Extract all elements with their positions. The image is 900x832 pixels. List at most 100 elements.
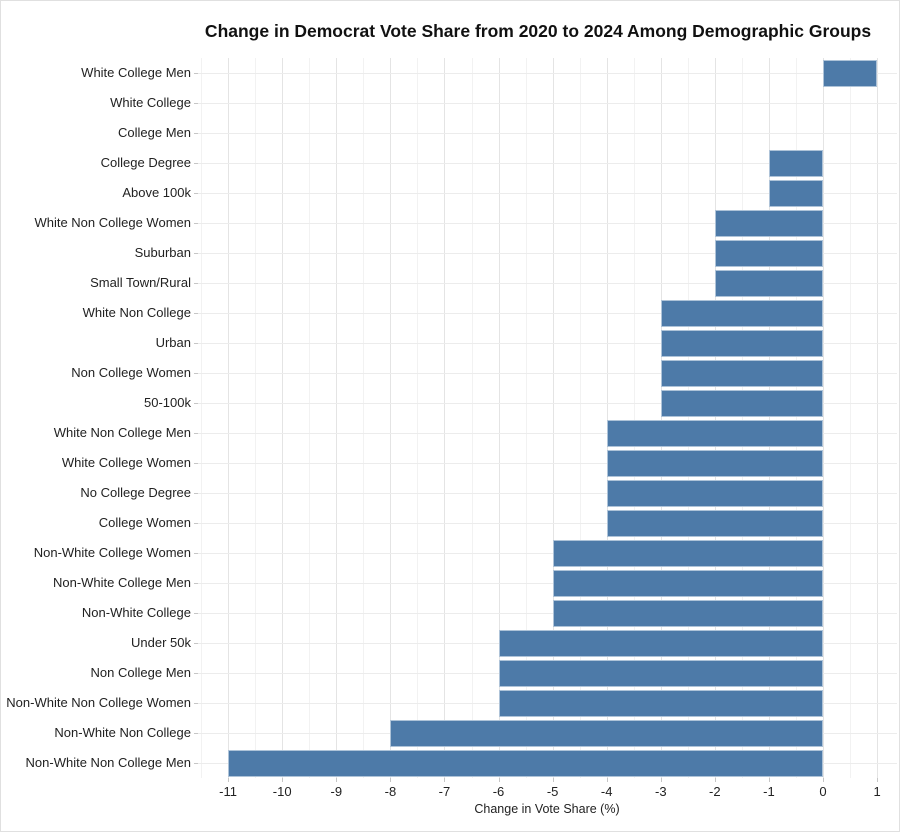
gridline <box>197 163 897 164</box>
y-tick-mark <box>194 73 198 74</box>
y-tick-mark <box>194 433 198 434</box>
bar <box>606 509 823 537</box>
gridline <box>417 58 419 778</box>
gridline <box>714 58 716 778</box>
y-tick-label: No College Degree <box>80 485 191 500</box>
y-tick-mark <box>194 133 198 134</box>
gridline <box>197 493 897 494</box>
gridline <box>197 253 897 254</box>
gridline <box>197 523 897 524</box>
y-tick-label: College Degree <box>100 155 191 170</box>
bar <box>823 59 878 87</box>
bar <box>606 449 823 477</box>
x-tick-label: -5 <box>546 784 559 799</box>
x-tick-mark <box>660 778 662 782</box>
x-tick-mark <box>768 778 770 782</box>
y-tick-label: 50-100k <box>144 395 191 410</box>
y-tick-label: College Men <box>118 125 191 140</box>
bar <box>768 149 823 177</box>
y-tick-mark <box>194 193 198 194</box>
gridline <box>850 58 851 778</box>
gridline <box>498 58 500 778</box>
chart-title: Change in Democrat Vote Share from 2020 … <box>204 21 872 41</box>
y-tick-label: White College <box>110 95 191 110</box>
x-tick-mark <box>444 778 446 782</box>
x-tick-mark <box>282 778 284 782</box>
x-tick-label: -3 <box>655 784 667 799</box>
gridline <box>768 58 770 778</box>
y-tick-mark <box>194 343 198 344</box>
bar <box>660 389 823 417</box>
gridline <box>309 58 311 778</box>
gridline <box>197 193 897 194</box>
gridline <box>197 73 897 74</box>
gridline <box>197 133 897 134</box>
y-tick-mark <box>194 583 198 584</box>
gridline <box>201 58 203 778</box>
bar <box>714 239 823 267</box>
x-tick-mark <box>498 778 500 782</box>
y-tick-mark <box>194 463 198 464</box>
y-tick-label: Non College Women <box>71 365 191 380</box>
y-tick-label: White Non College <box>82 305 191 320</box>
gridline <box>579 58 581 778</box>
y-tick-label: Non-White Non College Women <box>6 695 191 710</box>
y-tick-mark <box>194 733 198 734</box>
x-tick-label: -6 <box>492 784 505 799</box>
y-tick-mark <box>194 523 198 524</box>
y-tick-label: Non-White Non College <box>54 725 191 740</box>
y-tick-mark <box>194 313 198 314</box>
y-tick-mark <box>194 283 198 284</box>
y-tick-label: White College Men <box>81 65 191 80</box>
y-tick-mark <box>194 223 198 224</box>
y-tick-label: Non-White Non College Men <box>25 755 191 770</box>
x-tick-label: -10 <box>272 784 292 799</box>
gridline <box>525 58 527 778</box>
x-axis-title: Change in Vote Share (%) <box>474 802 620 816</box>
x-tick-label: 1 <box>873 784 881 799</box>
gridline <box>197 373 897 374</box>
gridline <box>444 58 446 778</box>
gridline <box>336 58 338 778</box>
gridline <box>197 613 897 614</box>
y-tick-label: Non-White College <box>81 605 191 620</box>
y-tick-mark <box>194 163 198 164</box>
y-tick-mark <box>194 553 198 554</box>
gridline <box>197 463 897 464</box>
y-tick-mark <box>194 643 198 644</box>
x-tick-mark <box>228 778 230 782</box>
y-tick-label: Non College Men <box>90 665 191 680</box>
y-tick-label: Non-White College Men <box>52 575 191 590</box>
gridline <box>197 103 897 104</box>
y-tick-mark <box>194 373 198 374</box>
gridline <box>197 283 897 284</box>
x-tick-label: -4 <box>600 784 613 799</box>
bar <box>552 599 823 627</box>
bar <box>228 749 823 777</box>
gridline <box>796 58 797 778</box>
y-tick-mark <box>194 253 198 254</box>
y-tick-label: White Non College Women <box>34 215 191 230</box>
gridline <box>228 58 230 778</box>
bar <box>498 689 823 717</box>
gridline <box>606 58 608 778</box>
y-tick-label: Small Town/Rural <box>90 275 191 290</box>
bar <box>660 329 823 357</box>
gridline <box>471 58 473 778</box>
bar <box>390 719 823 747</box>
y-tick-mark <box>194 703 198 704</box>
gridline <box>255 58 257 778</box>
x-tick-mark <box>877 778 879 782</box>
x-tick-mark <box>552 778 554 782</box>
y-tick-label: Under 50k <box>131 635 191 650</box>
x-tick-label: -11 <box>219 784 237 799</box>
gridline <box>197 343 897 344</box>
bar <box>552 569 823 597</box>
y-tick-mark <box>194 403 198 404</box>
x-tick-mark <box>606 778 608 782</box>
gridline <box>687 58 689 778</box>
gridline <box>197 553 897 554</box>
x-tick-mark <box>714 778 716 782</box>
y-tick-label: White Non College Men <box>53 425 191 440</box>
